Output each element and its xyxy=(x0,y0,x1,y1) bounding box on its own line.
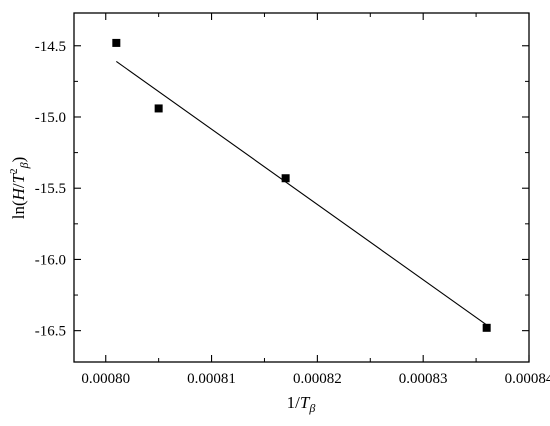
fit-line xyxy=(116,60,487,326)
y-axis-label-prefix: ln( xyxy=(9,200,28,219)
x-axis-label-prefix: 1/ xyxy=(287,393,301,412)
x-axis-label-sub: β xyxy=(308,401,315,415)
y-axis-label-suffix: ) xyxy=(9,157,28,163)
x-tick-label: 0.00082 xyxy=(293,371,342,387)
y-axis-label: ln(H/T2β) xyxy=(8,157,31,220)
data-point xyxy=(112,38,121,47)
x-tick-label: 0.00081 xyxy=(187,371,236,387)
x-tick-label: 0.00083 xyxy=(399,371,448,387)
y-tick-label: -15.5 xyxy=(35,181,66,197)
data-point xyxy=(482,323,491,332)
x-axis-ticks: 0.00080 0.00081 0.00082 0.00083 0.00084 xyxy=(81,13,550,387)
y-axis-label-slash: / xyxy=(9,183,28,188)
y-tick-label: -14.5 xyxy=(35,39,66,55)
y-axis-ticks: -14.5 -15.0 -15.5 -16.0 -16.5 xyxy=(35,39,529,340)
data-point xyxy=(281,174,290,183)
chart-marks xyxy=(112,38,491,332)
y-tick-label: -16.5 xyxy=(35,324,66,340)
x-axis-label-var: T xyxy=(300,393,311,412)
y-axis-label-var2: T xyxy=(9,172,28,183)
y-tick-label: -15.0 xyxy=(35,110,66,126)
x-axis-label: 1/Tβ xyxy=(287,393,316,415)
x-tick-label: 0.00084 xyxy=(505,371,550,387)
y-axis-label-sub: β xyxy=(17,162,31,169)
data-point xyxy=(154,104,163,113)
y-axis-label-sup: 2 xyxy=(8,168,20,174)
plot-frame xyxy=(73,12,530,363)
y-tick-label: -16.0 xyxy=(35,252,66,268)
x-tick-label: 0.00080 xyxy=(81,371,130,387)
y-axis-label-var1: H xyxy=(9,186,28,201)
